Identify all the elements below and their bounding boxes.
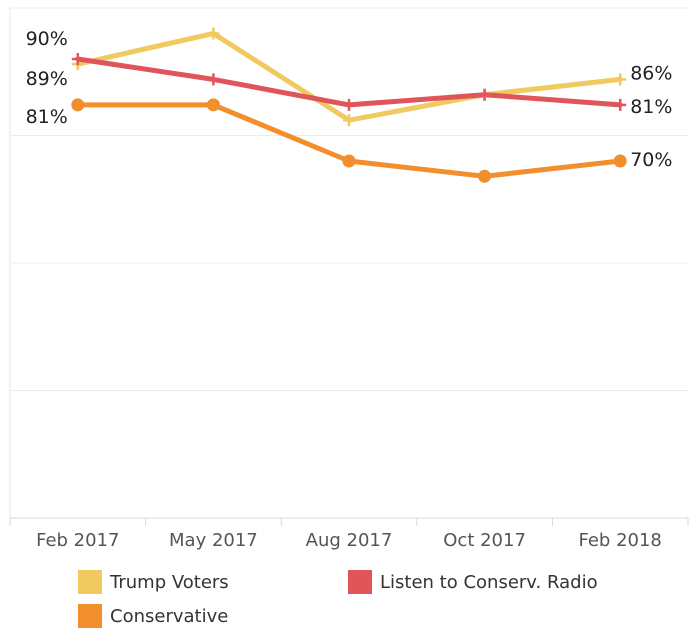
data-point bbox=[613, 154, 627, 168]
data-label-start: 81% bbox=[26, 106, 68, 128]
data-point bbox=[342, 154, 356, 168]
x-tick-label: Aug 2017 bbox=[306, 530, 393, 551]
data-point bbox=[478, 88, 491, 101]
data-point bbox=[343, 114, 355, 127]
data-point bbox=[207, 27, 220, 40]
legend-label: Listen to Conserv. Radio bbox=[380, 571, 598, 593]
data-point bbox=[478, 169, 492, 183]
legend-item-conservative[interactable]: Conservative bbox=[78, 604, 228, 628]
x-tick-label: Oct 2017 bbox=[443, 530, 526, 551]
legend-swatch bbox=[78, 570, 102, 594]
legend-swatch bbox=[78, 604, 102, 628]
data-point bbox=[71, 98, 85, 112]
data-labels: 89% 86% 90% 81% 81% 70% bbox=[26, 28, 673, 171]
legend-item-trump-voters[interactable]: Trump Voters bbox=[78, 570, 229, 594]
line-chart: 89% 86% 90% 81% 81% 70% Feb 2017 May 2017 Aug 2… bbox=[9, 7, 689, 551]
data-point bbox=[71, 53, 84, 65]
x-tick-label: May 2017 bbox=[169, 530, 258, 551]
legend-item-conserv-radio[interactable]: Listen to Conserv. Radio bbox=[348, 570, 598, 594]
x-tick-label: Feb 2017 bbox=[36, 530, 119, 551]
data-point bbox=[343, 98, 355, 111]
data-point bbox=[614, 73, 627, 86]
data-label-end: 86% bbox=[630, 62, 672, 84]
data-label-start: 89% bbox=[26, 68, 68, 90]
data-label-end: 70% bbox=[630, 149, 672, 171]
data-label-start: 90% bbox=[26, 28, 68, 50]
series-markers bbox=[71, 27, 627, 183]
series-line bbox=[75, 56, 623, 108]
data-point bbox=[206, 98, 220, 112]
data-point bbox=[614, 98, 627, 111]
legend-label: Trump Voters bbox=[110, 571, 229, 593]
gridlines bbox=[9, 7, 688, 519]
data-point bbox=[207, 73, 220, 86]
legend-label: Conservative bbox=[110, 605, 229, 627]
legend-swatch bbox=[348, 570, 372, 594]
x-tick-label: Feb 2018 bbox=[578, 530, 661, 551]
legend: Trump Voters Listen to Conserv. Radio Co… bbox=[0, 566, 696, 631]
x-axis: Feb 2017 May 2017 Aug 2017 Oct 2017 Feb 2018 bbox=[9, 518, 689, 551]
data-label-end: 81% bbox=[630, 96, 672, 118]
